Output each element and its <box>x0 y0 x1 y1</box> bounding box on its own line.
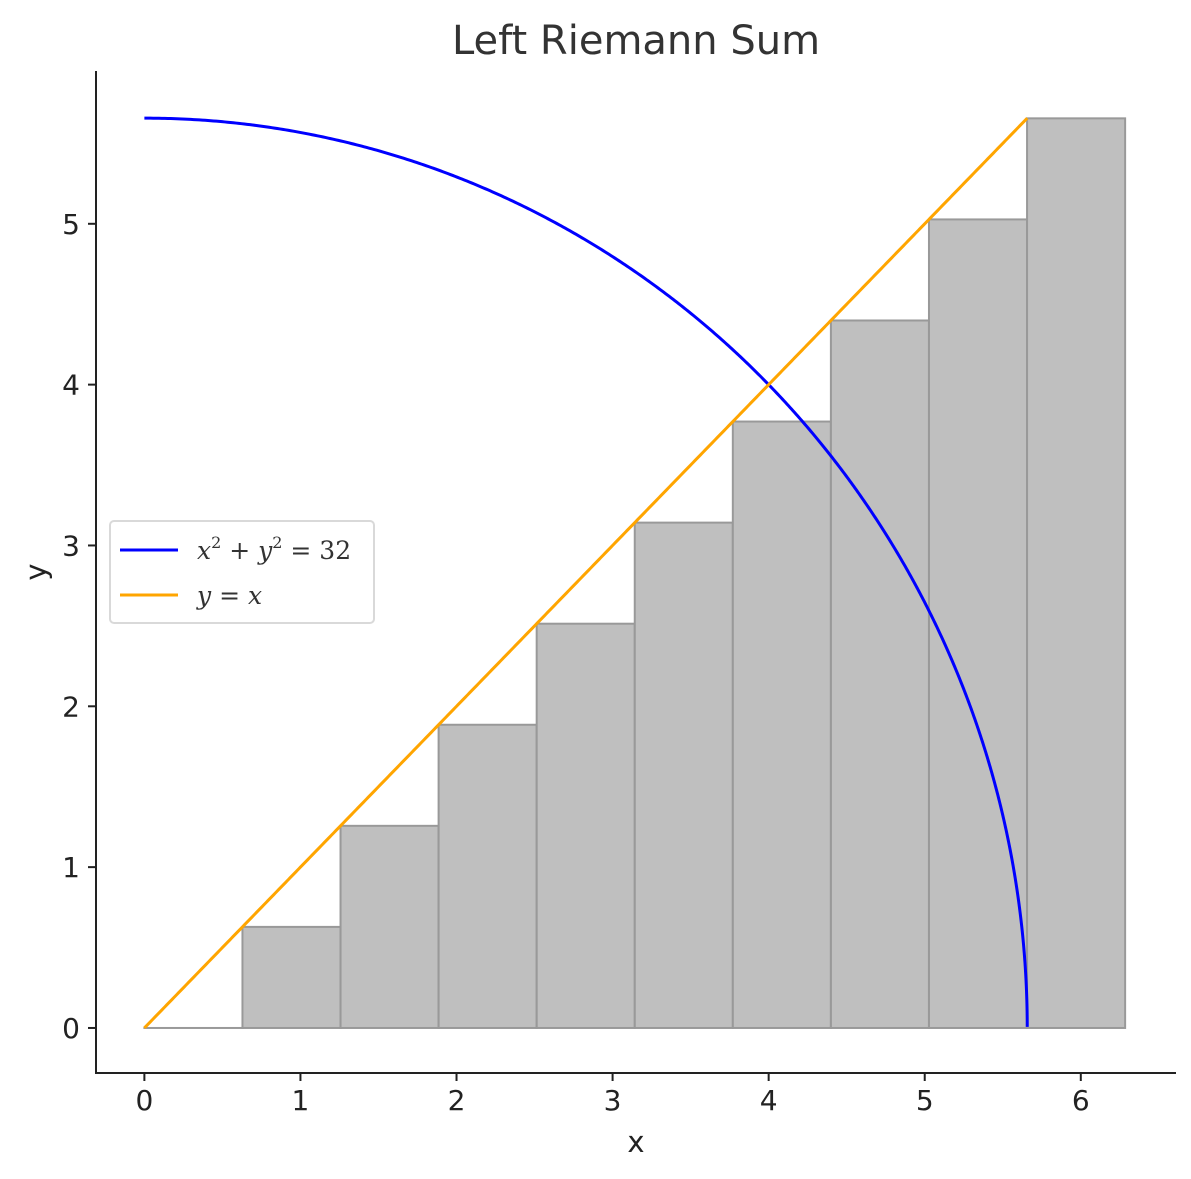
x-tick-label-3: 3 <box>604 1084 622 1117</box>
legend: x2 + y2 = 32 y = x <box>109 520 375 624</box>
y-ticks: 0 1 2 3 4 5 <box>62 208 96 1045</box>
bar-1 <box>241 925 342 1029</box>
y-tick-label-0: 0 <box>62 1012 80 1045</box>
x-tick-label-1: 1 <box>292 1084 310 1117</box>
chart-title: Left Riemann Sum <box>452 18 820 64</box>
x-tick-label-5: 5 <box>916 1084 934 1117</box>
y-axis-label: y <box>19 563 53 580</box>
bar-5 <box>633 521 734 1029</box>
series-line-0 <box>144 116 1029 1027</box>
y-tick-label-4: 4 <box>62 369 80 402</box>
y-tick-label-2: 2 <box>62 690 80 723</box>
x-tick-label-6: 6 <box>1072 1084 1090 1117</box>
riemann-bars <box>143 117 1127 1029</box>
x-tick-label-2: 2 <box>448 1084 466 1117</box>
y-tick-label-5: 5 <box>62 208 80 241</box>
y-tick-label-1: 1 <box>62 851 80 884</box>
bar-3 <box>437 723 538 1029</box>
legend-label-circle: x2 + y2 = 32 <box>197 533 351 565</box>
legend-label-identity: y = x <box>196 581 262 610</box>
x-tick-label-4: 4 <box>760 1084 778 1117</box>
bar-8 <box>927 218 1029 1029</box>
bar-6 <box>731 420 832 1029</box>
legend-box <box>109 520 375 624</box>
bar-7 <box>829 319 930 1029</box>
x-tick-label-0: 0 <box>135 1084 153 1117</box>
series-lines <box>143 116 1029 1030</box>
x-ticks: 0 1 2 3 4 5 6 <box>135 1073 1090 1117</box>
bar-2 <box>339 824 440 1029</box>
series-line-1 <box>143 117 1029 1030</box>
bar-9 <box>1026 117 1127 1029</box>
bar-4 <box>535 622 636 1029</box>
x-axis-label: x <box>627 1125 644 1159</box>
y-tick-label-3: 3 <box>62 529 80 562</box>
